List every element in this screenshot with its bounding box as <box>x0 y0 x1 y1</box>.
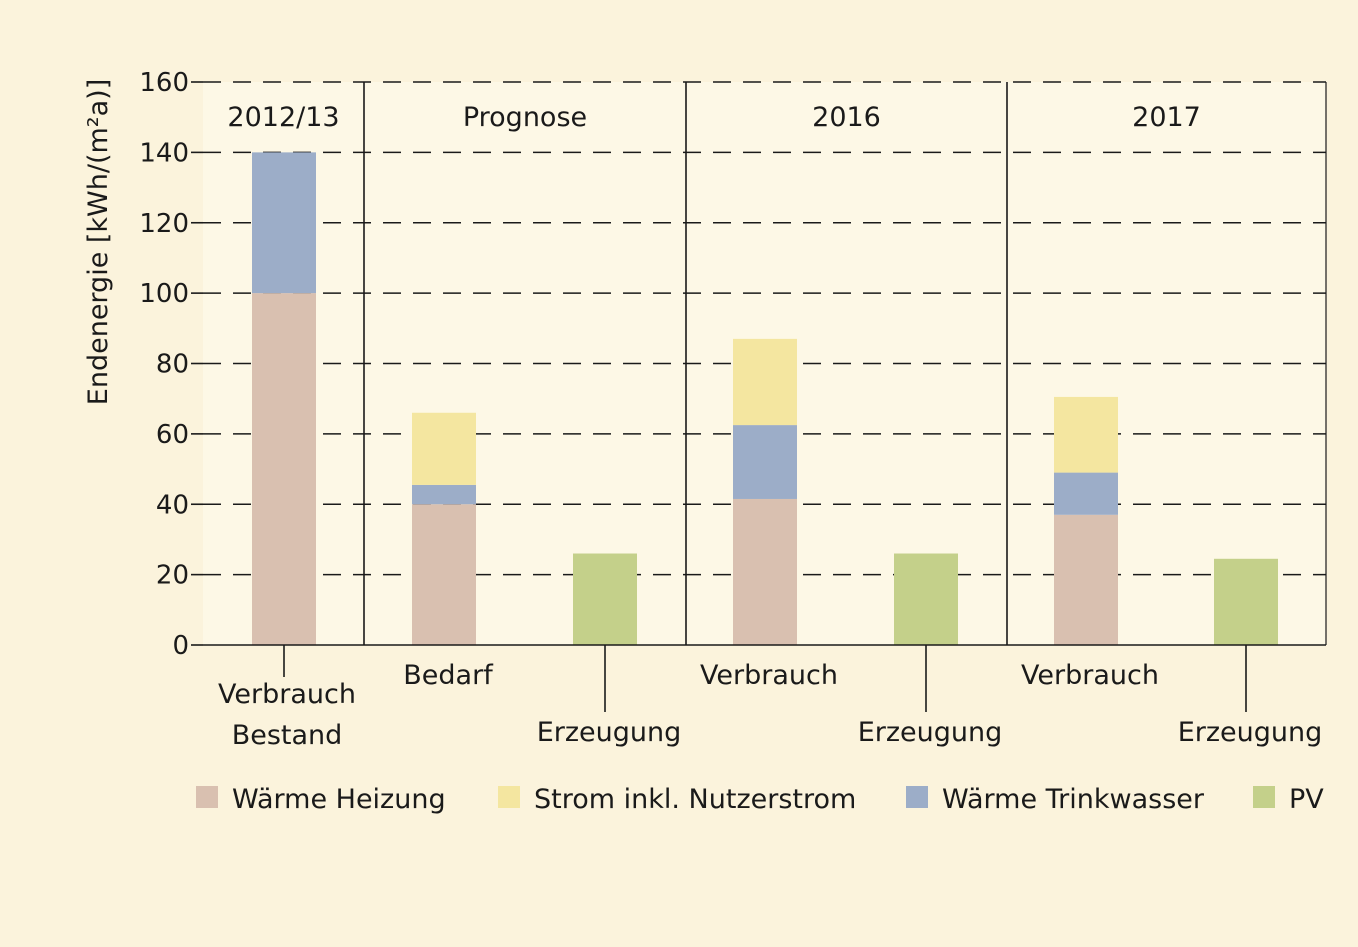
bar-segment <box>894 553 958 645</box>
group-title: 2017 <box>1132 102 1201 133</box>
y-tick-label: 100 <box>139 279 189 309</box>
legend-swatch <box>196 786 218 808</box>
legend-label: Wärme Heizung <box>232 784 446 815</box>
bar-segment <box>733 498 797 645</box>
legend-label: Strom inkl. Nutzerstrom <box>534 784 856 815</box>
x-category-label: Bestand <box>232 720 343 751</box>
y-tick-label: 20 <box>156 561 189 591</box>
x-category-label: Erzeugung <box>537 717 682 748</box>
y-tick-label: 40 <box>156 490 189 520</box>
x-category-label: Erzeugung <box>858 717 1003 748</box>
y-tick-label: 60 <box>156 420 189 450</box>
legend-swatch <box>906 786 928 808</box>
x-category-label: Verbrauch <box>1021 660 1159 691</box>
group-title: 2016 <box>812 102 881 133</box>
legend-label: Wärme Trinkwasser <box>942 784 1205 815</box>
bar-segment <box>252 293 316 645</box>
group-title: Prognose <box>463 102 587 133</box>
bar-segment <box>412 412 476 485</box>
bar-segment <box>252 152 316 294</box>
legend-swatch <box>1253 786 1275 808</box>
bar-segment <box>573 553 637 645</box>
y-tick-label: 120 <box>139 209 189 239</box>
x-category-label: Bedarf <box>403 660 494 691</box>
y-tick-label: 140 <box>139 138 189 168</box>
y-tick-label: 0 <box>172 631 189 661</box>
bar-segment <box>1054 472 1118 515</box>
bar-segment <box>1054 514 1118 645</box>
y-axis-title: Endenergie [kWh/(m²a)] <box>83 79 114 405</box>
bar-segment <box>733 338 797 426</box>
y-tick-label: 80 <box>156 350 189 380</box>
x-category-label: Verbrauch <box>218 679 356 710</box>
bar-segment <box>1214 558 1278 645</box>
bar-segment <box>1054 396 1118 473</box>
bar-segment <box>412 484 476 505</box>
y-tick-label: 160 <box>139 68 189 98</box>
x-category-label: Erzeugung <box>1178 717 1323 748</box>
legend-swatch <box>498 786 520 808</box>
bar-segment <box>412 504 476 645</box>
bar-segment <box>733 425 797 499</box>
group-title: 2012/13 <box>227 102 339 133</box>
legend-label: PV <box>1289 784 1324 815</box>
x-category-label: Verbrauch <box>700 660 838 691</box>
